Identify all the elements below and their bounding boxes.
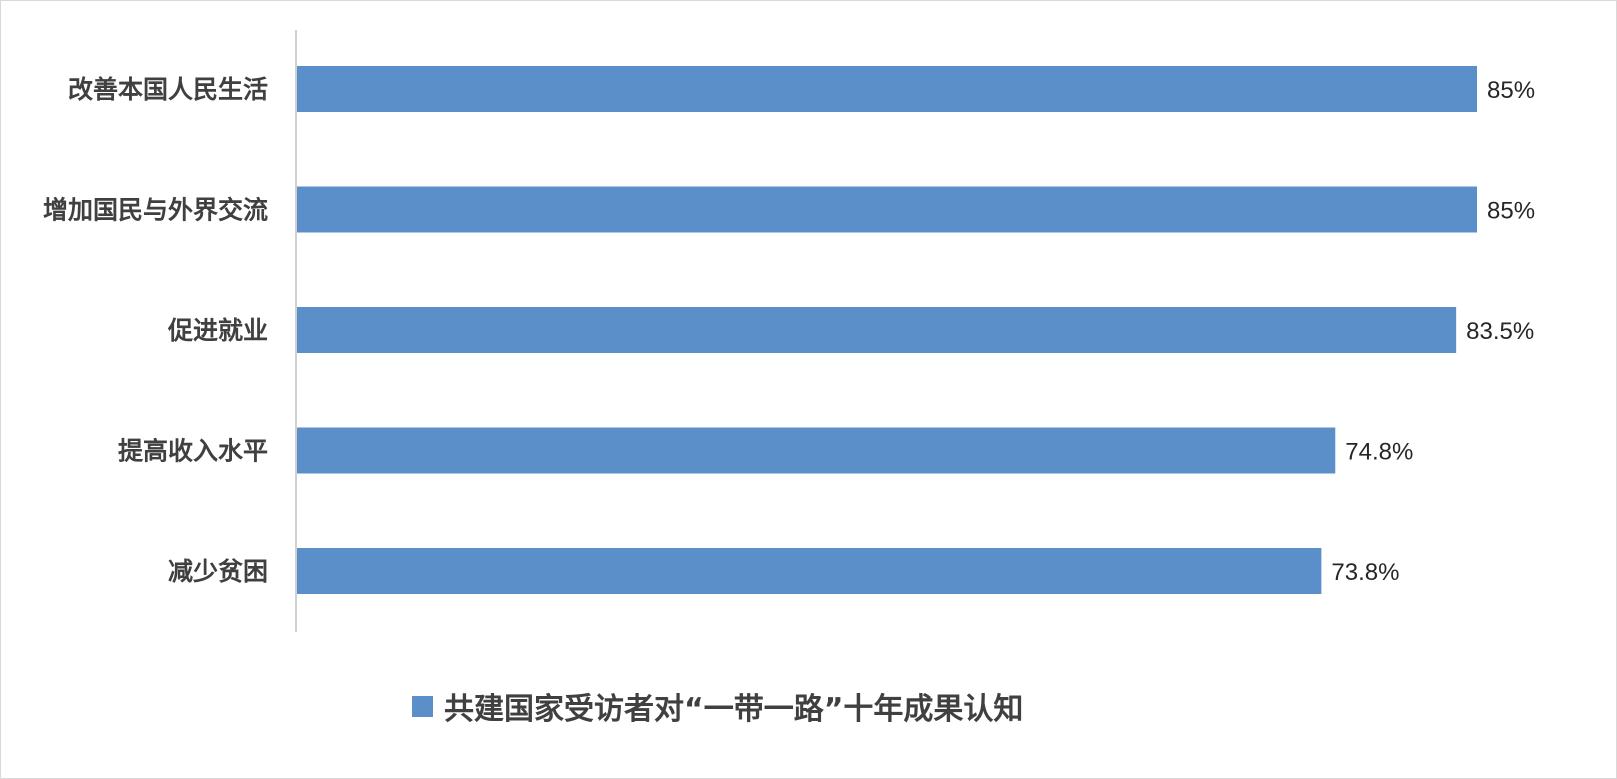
data-label: 85% xyxy=(1487,198,1535,225)
legend: 共建国家受访者对“一带一路”十年成果认知 xyxy=(412,692,1023,727)
bar xyxy=(297,548,1322,594)
legend-swatch xyxy=(412,696,433,717)
category-label: 增加国民与外界交流 xyxy=(43,196,268,225)
bar xyxy=(297,307,1457,353)
data-label: 83.5% xyxy=(1466,318,1534,345)
bar xyxy=(297,186,1477,233)
category-label: 减少贫困 xyxy=(168,557,268,586)
bar xyxy=(297,66,1477,112)
legend-label: 共建国家受访者对“一带一路”十年成果认知 xyxy=(444,692,1023,727)
data-label: 85% xyxy=(1487,77,1535,104)
category-label: 改善本国人民生活 xyxy=(68,75,268,104)
category-label: 促进就业 xyxy=(167,316,268,345)
category-label: 提高收入水平 xyxy=(118,437,268,466)
data-label: 74.8% xyxy=(1345,439,1413,466)
bar xyxy=(297,427,1336,474)
data-label: 73.8% xyxy=(1331,559,1399,586)
